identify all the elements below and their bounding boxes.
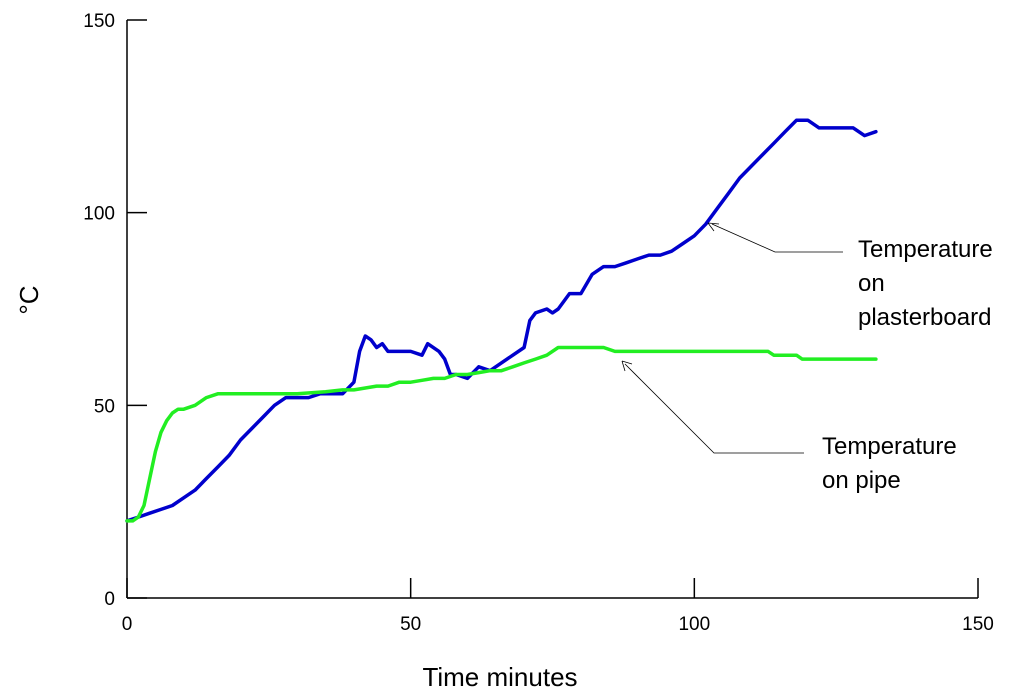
x-tick-label: 100	[678, 614, 710, 635]
annotation-pipe-line-2: on pipe	[822, 467, 901, 494]
pipe-temperature-line	[125, 345, 878, 523]
axes	[126, 20, 978, 599]
leader-arrowhead-plasterboard	[707, 222, 720, 232]
y-axis-title: °C	[14, 285, 44, 314]
annotation-plasterboard-line-3: plasterboard	[858, 304, 991, 331]
x-tick-label: 150	[962, 614, 994, 635]
annotation-plasterboard-line-1: Temperature	[858, 236, 993, 263]
series-layer	[125, 118, 878, 523]
y-tick-label: 0	[104, 589, 115, 610]
ticks: 0 50 100 150 0 50 100 150	[83, 11, 994, 635]
y-tick-label: 150	[83, 11, 115, 32]
leader-arrowhead-pipe	[621, 360, 633, 372]
annotation-plasterboard: Temperature on plasterboard	[707, 222, 993, 331]
leader-line-pipe	[624, 363, 804, 454]
y-tick-label: 50	[94, 396, 115, 417]
leader-line-plasterboard	[711, 223, 843, 253]
x-axis-title: Time minutes	[422, 662, 577, 692]
annotation-plasterboard-line-2: on	[858, 270, 885, 297]
x-tick-label: 50	[400, 614, 421, 635]
annotation-pipe-line-1: Temperature	[822, 433, 957, 460]
plasterboard-temperature-line	[125, 118, 878, 523]
annotation-pipe: Temperature on pipe	[621, 360, 957, 494]
y-tick-label: 100	[83, 204, 115, 225]
x-tick-label: 0	[122, 614, 133, 635]
